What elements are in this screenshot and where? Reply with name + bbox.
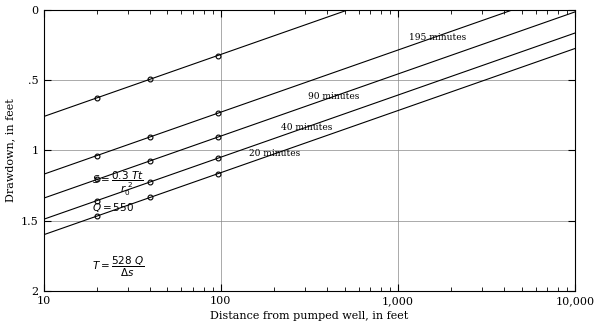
Text: 90 minutes: 90 minutes xyxy=(308,92,359,101)
Text: 40 minutes: 40 minutes xyxy=(281,123,333,132)
Text: 780 minutes: 780 minutes xyxy=(0,326,1,327)
Text: 20 minutes: 20 minutes xyxy=(250,149,301,158)
Text: $T = \dfrac{528\ Q}{\Delta s}$: $T = \dfrac{528\ Q}{\Delta s}$ xyxy=(92,254,144,279)
Y-axis label: Drawdown, in feet: Drawdown, in feet xyxy=(5,98,16,202)
Text: $Q = 550$: $Q = 550$ xyxy=(92,201,133,214)
X-axis label: Distance from pumped well, in feet: Distance from pumped well, in feet xyxy=(210,311,409,321)
Text: $S = \dfrac{0.3\ Tt}{r_0^{\ 2}}$: $S = \dfrac{0.3\ Tt}{r_0^{\ 2}}$ xyxy=(92,170,143,198)
Text: 195 minutes: 195 minutes xyxy=(409,33,466,42)
